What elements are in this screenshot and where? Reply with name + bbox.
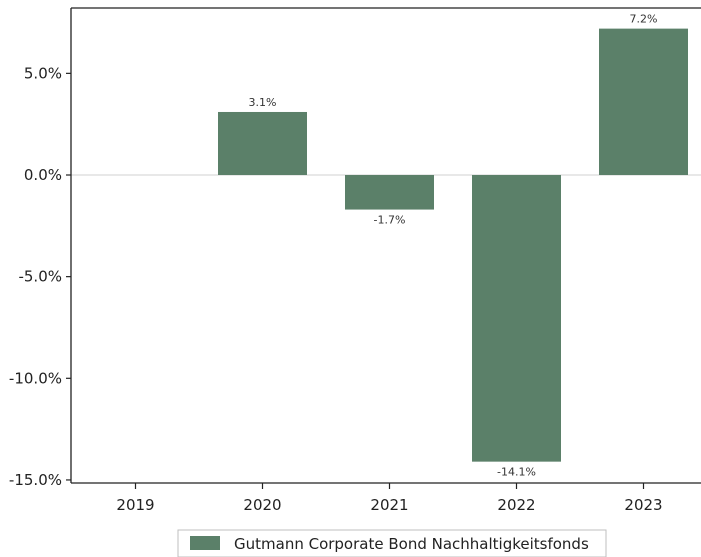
bar-2020	[218, 111, 307, 175]
y-tick-label: 5.0%	[24, 64, 62, 82]
legend-box	[177, 529, 607, 557]
bar-2022	[472, 175, 561, 462]
data-label-2020: 3.1%	[249, 96, 277, 109]
legend: Gutmann Corporate Bond Nachhaltigkeitsfo…	[177, 529, 607, 557]
x-tick-label: 2020	[243, 496, 281, 514]
data-label-2021: -1.7%	[374, 214, 406, 227]
y-tick-label: -15.0%	[9, 471, 62, 489]
bar-2023	[599, 28, 688, 176]
x-tick-label: 2021	[370, 496, 408, 514]
data-label-2022: -14.1%	[497, 466, 536, 479]
y-tick-label: -10.0%	[9, 369, 62, 387]
data-label-2023: 7.2%	[630, 13, 658, 26]
legend-swatch	[190, 536, 220, 550]
x-tick-label: 2023	[624, 496, 662, 514]
y-tick-label: 0.0%	[24, 166, 62, 184]
x-tick-label: 2022	[497, 496, 535, 514]
legend-label: Gutmann Corporate Bond Nachhaltigkeitsfo…	[234, 535, 589, 553]
bar-2021	[345, 175, 434, 210]
y-tick-label: -5.0%	[18, 268, 62, 286]
x-tick-label: 2019	[116, 496, 154, 514]
